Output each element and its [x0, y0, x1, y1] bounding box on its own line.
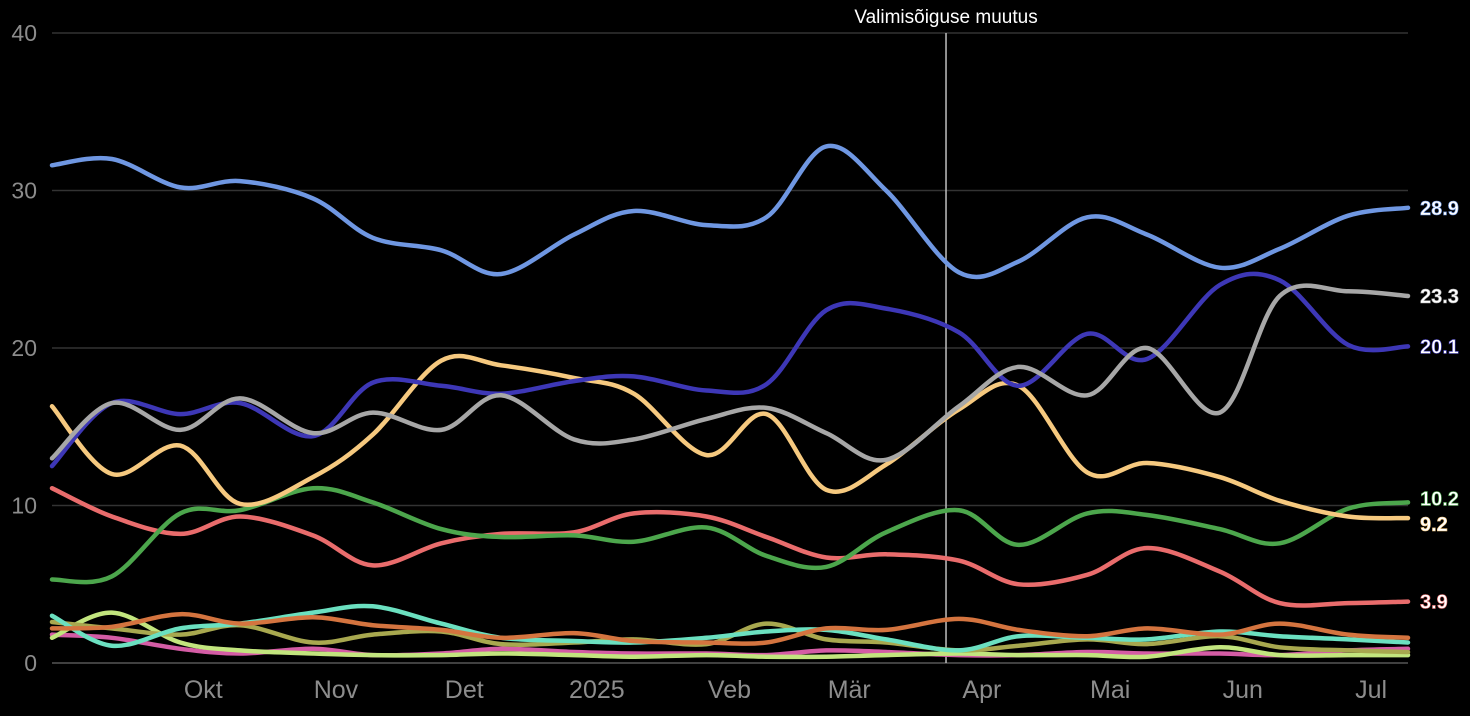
x-tick-label: Nov	[314, 676, 359, 704]
x-tick-label: Jul	[1355, 676, 1387, 704]
series-line	[49, 611, 1411, 646]
series-line	[49, 485, 1411, 608]
x-axis: Okt Nov Det 2025 Veb Mär Apr Mai Jun Jul	[184, 676, 1387, 704]
series-line	[49, 271, 1411, 469]
x-tick-label: Mai	[1090, 676, 1130, 704]
series-end-label: 20.1	[1420, 336, 1459, 358]
series-end-label: 23.3	[1420, 286, 1459, 308]
x-tick-label: Det	[445, 676, 484, 704]
grid-lines	[52, 32, 1408, 664]
series-end-label: 28.9	[1420, 198, 1459, 220]
series-lines	[49, 143, 1411, 660]
x-tick-label: Apr	[962, 676, 1001, 704]
series-line	[49, 610, 1411, 660]
y-tick-label: 30	[11, 178, 37, 204]
series-line	[49, 143, 1411, 280]
x-tick-label: 2025	[569, 676, 625, 704]
y-axis: 0 10 20 30 40	[11, 20, 37, 676]
series-line	[49, 353, 1411, 521]
y-tick-label: 40	[11, 20, 37, 46]
x-tick-label: Jun	[1223, 676, 1263, 704]
annotation: Valimisõiguse muutus	[854, 7, 1038, 663]
series-line	[49, 283, 1411, 463]
y-tick-label: 0	[24, 650, 37, 676]
series-end-label: 3.9	[1420, 592, 1448, 614]
series-end-label: 10.2	[1420, 488, 1459, 510]
series-end-label: 9.2	[1420, 514, 1448, 536]
y-tick-label: 20	[11, 335, 37, 361]
y-tick-label: 10	[11, 493, 37, 519]
x-tick-label: Okt	[184, 676, 223, 704]
end-labels: 28.9 23.3 20.1 9.2 10.2 3.9	[1420, 198, 1460, 614]
annotation-label: Valimisõiguse muutus	[854, 7, 1037, 28]
x-tick-label: Mär	[828, 676, 871, 704]
x-tick-label: Veb	[708, 676, 751, 704]
